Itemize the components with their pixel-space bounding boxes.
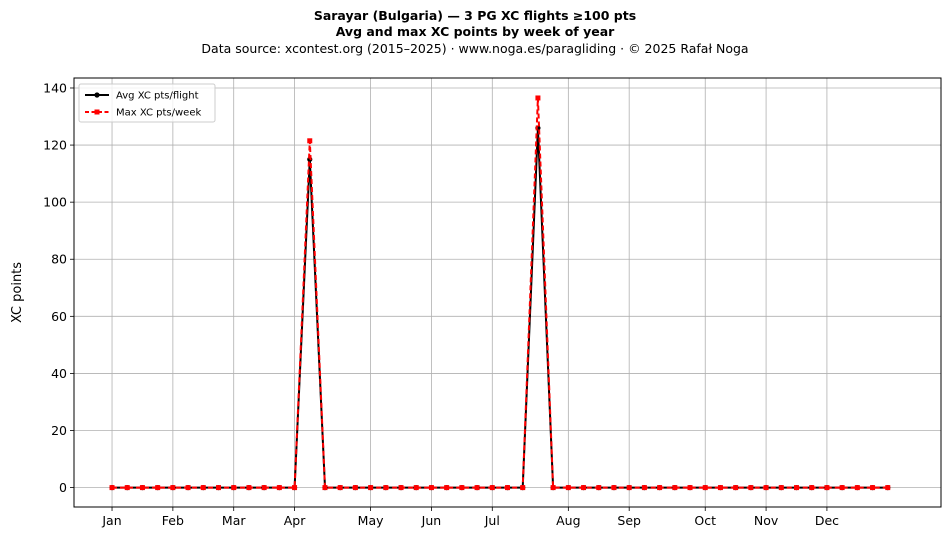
max-data-point [459, 485, 465, 491]
max-data-point [155, 485, 161, 491]
legend-max-marker [94, 109, 100, 115]
max-data-point [778, 485, 784, 491]
max-data-point [428, 485, 434, 491]
max-data-point [794, 485, 799, 491]
y-tick-label: 100 [43, 195, 67, 210]
y-tick-label: 80 [51, 252, 67, 267]
max-data-point [839, 485, 845, 491]
plot-frame [73, 77, 942, 508]
max-data-point [687, 485, 693, 491]
y-tick-label: 60 [51, 309, 67, 324]
x-tick-label: Apr [284, 513, 306, 528]
max-data-point [124, 485, 130, 491]
max-data-point [885, 485, 891, 491]
max-data-point [474, 485, 480, 491]
max-data-point [231, 485, 237, 491]
x-tick-label: Oct [694, 513, 716, 528]
max-data-point [261, 485, 267, 491]
chart-title-block: Sarayar (Bulgaria) — 3 PG XC flights ≥10… [0, 8, 950, 57]
max-data-point [322, 485, 328, 491]
x-tick-label: Sep [617, 513, 641, 528]
max-data-point [170, 485, 176, 491]
y-tick-label: 20 [51, 423, 67, 438]
y-axis-label: XC points [10, 262, 25, 323]
max-data-point [200, 485, 206, 491]
max-data-point [185, 485, 191, 491]
axis-ticks: Jan Feb Mar Apr May Jun Jul Aug Sep Oct Nov Dec 0 20 4… [43, 80, 839, 528]
max-data-point [520, 485, 526, 491]
x-tick-label: Feb [162, 513, 184, 528]
max-data-point [870, 485, 876, 491]
max-data-point [535, 95, 541, 101]
max-data-point [672, 485, 678, 491]
max-data-point [733, 485, 739, 491]
max-data-point [505, 485, 510, 491]
x-tick-label: Dec [815, 513, 839, 528]
series-layer [109, 95, 891, 491]
max-data-point [352, 485, 358, 491]
max-data-point [824, 485, 830, 491]
max-data-point [809, 485, 815, 491]
max-data-point [763, 485, 769, 491]
max-data-point [854, 485, 860, 491]
max-data-point [550, 485, 556, 491]
x-tick-label: Aug [556, 513, 580, 528]
max-data-point [139, 485, 145, 491]
max-data-point [717, 485, 723, 491]
max-data-point [748, 485, 754, 491]
max-data-point [276, 485, 282, 491]
legend: Avg XC pts/flight Max XC pts/week [78, 83, 216, 123]
max-data-point [383, 485, 389, 491]
y-tick-label: 0 [59, 480, 67, 495]
max-data-point [626, 485, 632, 491]
max-data-point [641, 485, 647, 491]
max-data-point [109, 485, 115, 491]
x-tick-label: May [358, 513, 384, 528]
max-data-point [581, 485, 587, 491]
max-data-point [565, 485, 571, 491]
data-source-note: Data source: xcontest.org (2015–2025) · … [201, 41, 749, 56]
max-series-line [112, 97, 888, 489]
max-data-point [657, 485, 663, 491]
x-tick-label: Jan [101, 513, 121, 528]
x-tick-label: Jun [421, 513, 442, 528]
max-data-point [307, 138, 313, 144]
max-data-point [444, 485, 450, 491]
max-data-point [702, 485, 708, 491]
max-data-point [246, 485, 252, 491]
max-data-point [292, 485, 298, 491]
x-tick-label: Jul [484, 513, 500, 528]
max-data-point [337, 485, 343, 491]
legend-avg-marker [94, 92, 100, 98]
y-tick-label: 140 [43, 80, 67, 95]
legend-avg-label: Avg XC pts/flight [116, 91, 199, 102]
grid-lines [74, 78, 941, 507]
max-data-point [398, 485, 404, 491]
max-data-point [489, 485, 495, 491]
avg-series-line [112, 127, 888, 489]
max-data-point [216, 485, 221, 491]
y-tick-label: 40 [51, 366, 67, 381]
chart-subtitle: Avg and max XC points by week of year [335, 24, 615, 39]
x-tick-label: Mar [222, 513, 246, 528]
max-data-point [413, 485, 419, 491]
legend-box [78, 83, 216, 123]
legend-max-label: Max XC pts/week [116, 108, 201, 119]
max-data-point [368, 485, 374, 491]
max-data-point [596, 485, 602, 491]
max-data-point [611, 485, 617, 491]
chart-title: Sarayar (Bulgaria) — 3 PG XC flights ≥10… [313, 8, 637, 23]
y-tick-label: 120 [43, 138, 67, 153]
x-tick-label: Nov [754, 513, 779, 528]
